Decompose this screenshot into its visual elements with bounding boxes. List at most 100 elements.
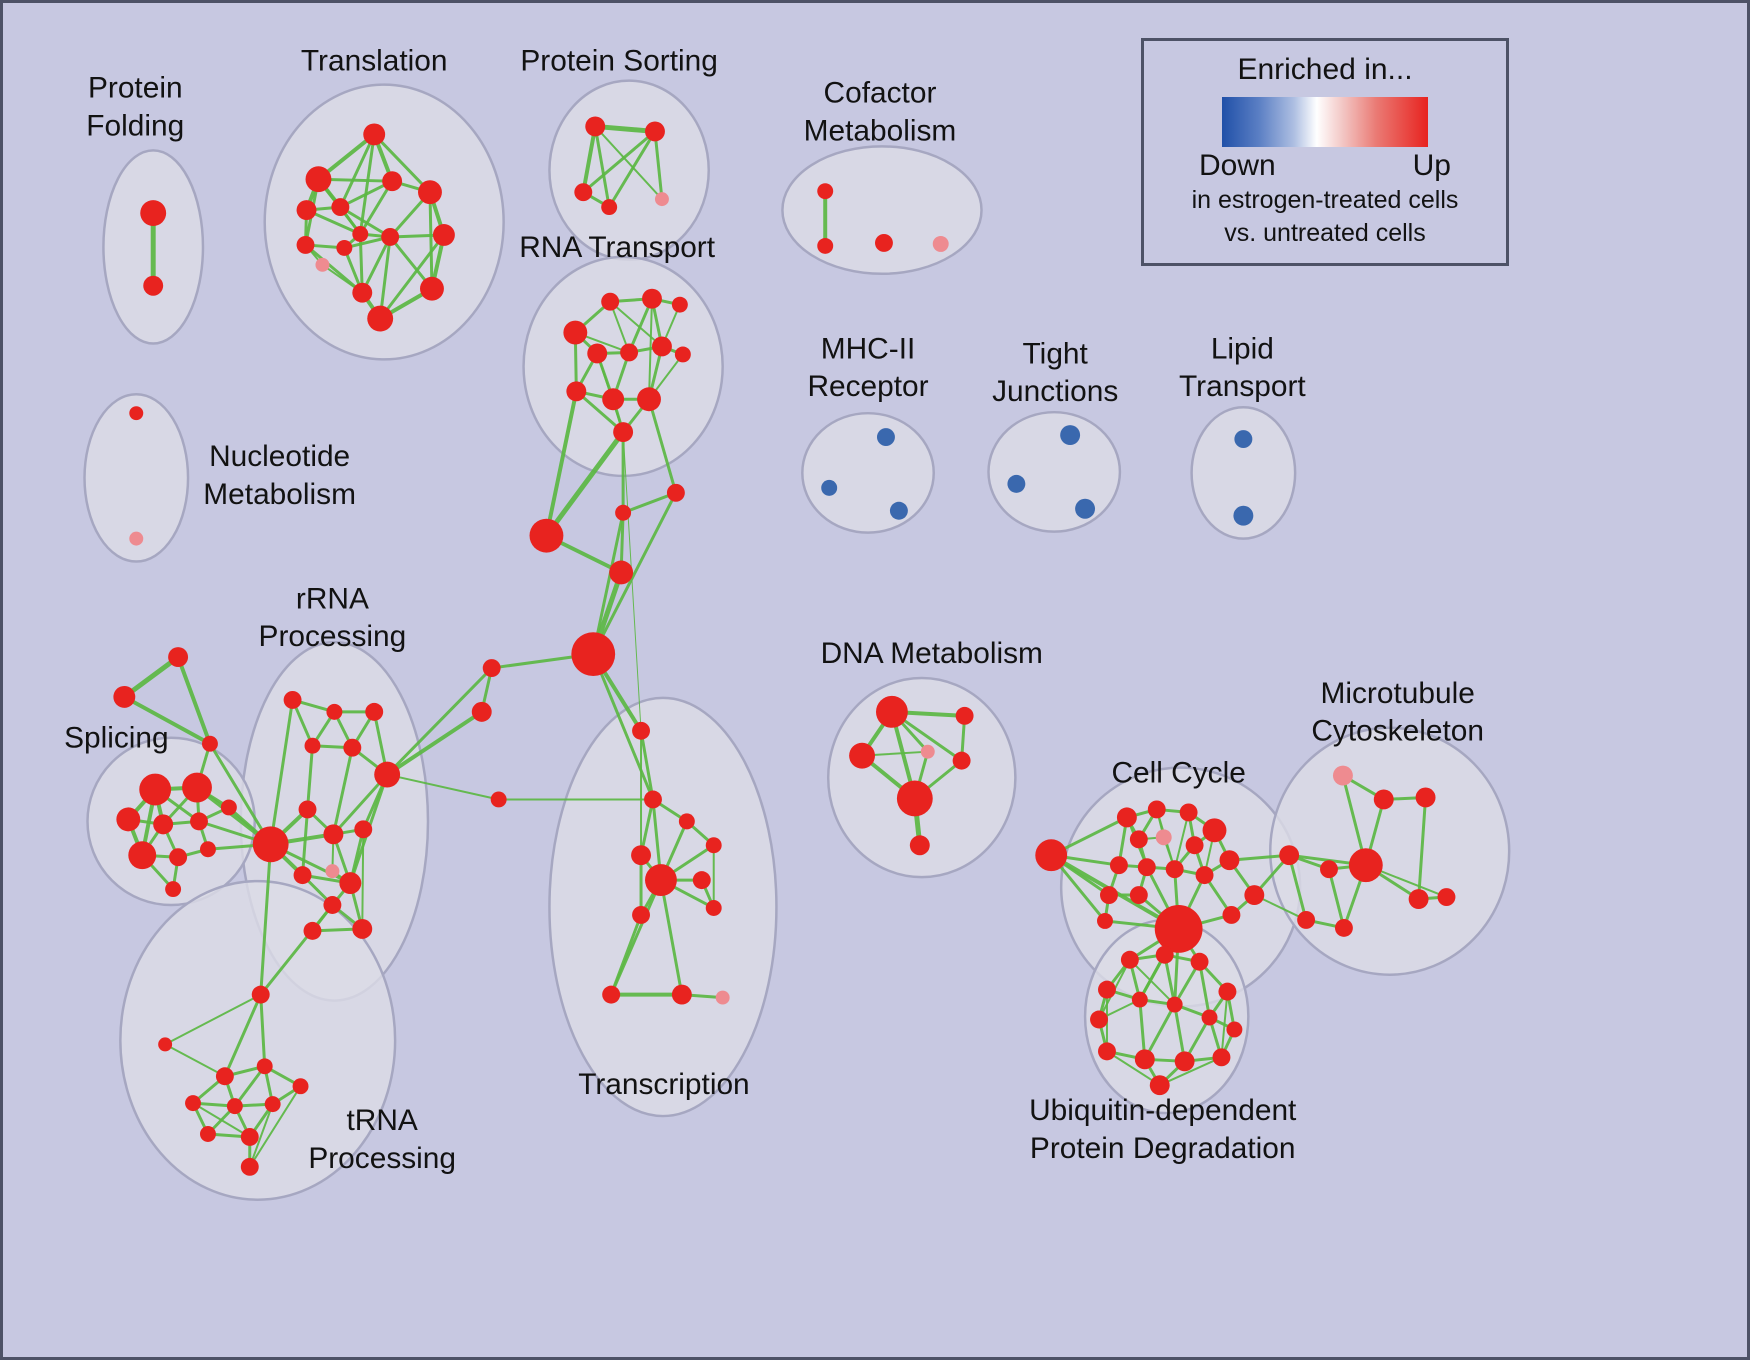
node-77[interactable] <box>323 824 344 845</box>
node-93[interactable] <box>199 1126 216 1142</box>
node-69[interactable] <box>283 690 302 709</box>
node-99[interactable] <box>705 837 722 854</box>
node-82[interactable] <box>323 896 342 914</box>
node-156[interactable] <box>1174 1051 1195 1072</box>
node-124[interactable] <box>1109 856 1128 875</box>
node-74[interactable] <box>374 761 401 788</box>
node-85[interactable] <box>251 985 270 1004</box>
node-19[interactable] <box>574 183 593 202</box>
node-132[interactable] <box>1222 905 1241 924</box>
node-48[interactable] <box>666 483 685 502</box>
node-38[interactable] <box>129 406 144 421</box>
node-136[interactable] <box>1415 787 1436 808</box>
node-34[interactable] <box>566 381 587 402</box>
node-0[interactable] <box>140 200 167 227</box>
node-129[interactable] <box>1129 886 1148 905</box>
node-8[interactable] <box>336 239 353 256</box>
node-22[interactable] <box>817 183 834 200</box>
node-140[interactable] <box>1408 889 1429 909</box>
node-58[interactable] <box>201 735 218 752</box>
node-6[interactable] <box>296 235 315 254</box>
node-62[interactable] <box>153 814 174 835</box>
node-2[interactable] <box>363 123 386 146</box>
node-143[interactable] <box>1334 918 1353 937</box>
node-118[interactable] <box>1179 803 1198 822</box>
node-54[interactable] <box>471 701 492 722</box>
node-98[interactable] <box>678 813 695 830</box>
node-121[interactable] <box>1155 829 1172 846</box>
node-66[interactable] <box>169 848 188 867</box>
node-13[interactable] <box>418 180 442 205</box>
node-7[interactable] <box>315 257 330 272</box>
node-120[interactable] <box>1129 830 1148 849</box>
node-145[interactable] <box>1155 945 1174 964</box>
node-70[interactable] <box>326 703 343 720</box>
node-95[interactable] <box>240 1157 259 1176</box>
node-146[interactable] <box>1190 952 1209 971</box>
node-101[interactable] <box>645 864 677 897</box>
node-150[interactable] <box>1131 991 1148 1008</box>
node-158[interactable] <box>1149 1075 1170 1096</box>
node-9[interactable] <box>352 282 373 303</box>
node-115[interactable] <box>1035 839 1068 872</box>
node-31[interactable] <box>620 343 639 362</box>
node-154[interactable] <box>1098 1042 1116 1061</box>
node-130[interactable] <box>1244 885 1265 906</box>
node-51[interactable] <box>609 560 634 585</box>
node-15[interactable] <box>382 171 403 192</box>
node-56[interactable] <box>168 647 189 668</box>
node-63[interactable] <box>190 812 208 831</box>
node-127[interactable] <box>1195 866 1214 885</box>
node-153[interactable] <box>1226 1021 1243 1038</box>
node-102[interactable] <box>692 871 711 890</box>
node-44[interactable] <box>1007 474 1026 493</box>
node-24[interactable] <box>875 233 893 252</box>
node-149[interactable] <box>1090 1010 1108 1029</box>
node-88[interactable] <box>256 1058 273 1075</box>
node-23[interactable] <box>817 237 834 254</box>
node-90[interactable] <box>185 1095 201 1112</box>
node-53[interactable] <box>482 659 501 678</box>
node-119[interactable] <box>1202 818 1227 843</box>
node-25[interactable] <box>932 235 949 252</box>
node-32[interactable] <box>651 336 672 357</box>
node-91[interactable] <box>226 1098 243 1115</box>
node-113[interactable] <box>896 780 933 817</box>
node-139[interactable] <box>1348 848 1383 883</box>
node-87[interactable] <box>215 1067 234 1086</box>
node-16[interactable] <box>352 226 369 242</box>
node-17[interactable] <box>585 116 606 137</box>
node-117[interactable] <box>1147 800 1166 819</box>
node-47[interactable] <box>1233 505 1254 526</box>
node-80[interactable] <box>339 872 362 895</box>
node-157[interactable] <box>1212 1048 1231 1067</box>
node-33[interactable] <box>674 346 691 363</box>
node-37[interactable] <box>613 422 634 443</box>
node-128[interactable] <box>1100 886 1118 905</box>
node-78[interactable] <box>354 820 373 839</box>
node-134[interactable] <box>1332 765 1353 786</box>
node-155[interactable] <box>1134 1049 1155 1070</box>
node-83[interactable] <box>303 921 322 940</box>
node-43[interactable] <box>1060 425 1081 446</box>
node-104[interactable] <box>632 905 650 924</box>
node-18[interactable] <box>645 121 665 142</box>
node-152[interactable] <box>1201 1009 1218 1026</box>
node-64[interactable] <box>220 799 237 816</box>
node-60[interactable] <box>182 772 212 803</box>
node-36[interactable] <box>637 387 661 412</box>
node-106[interactable] <box>671 984 692 1005</box>
node-67[interactable] <box>199 841 216 858</box>
node-142[interactable] <box>1297 910 1316 929</box>
node-131[interactable] <box>1154 905 1203 953</box>
node-49[interactable] <box>615 504 632 521</box>
node-112[interactable] <box>952 751 971 770</box>
node-35[interactable] <box>602 388 625 411</box>
node-133[interactable] <box>1097 912 1113 929</box>
node-71[interactable] <box>365 702 384 721</box>
node-135[interactable] <box>1373 789 1394 810</box>
node-96[interactable] <box>632 721 650 740</box>
node-111[interactable] <box>920 744 935 759</box>
node-59[interactable] <box>139 773 172 806</box>
node-41[interactable] <box>821 479 838 496</box>
